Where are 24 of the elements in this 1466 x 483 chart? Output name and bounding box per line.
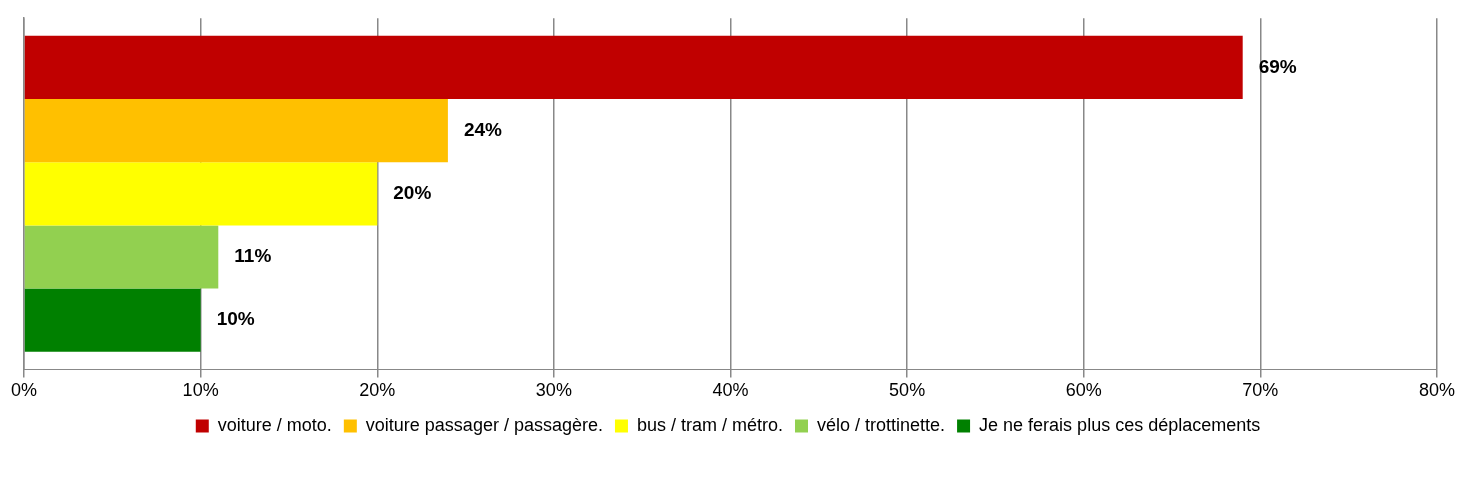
legend-label: Je ne ferais plus ces déplacements xyxy=(979,414,1261,435)
legend-label: voiture passager / passagère. xyxy=(365,414,603,435)
x-tick-label: 50% xyxy=(889,380,926,401)
bar xyxy=(24,98,448,163)
bar xyxy=(24,35,1243,99)
x-tick-label: 60% xyxy=(1065,380,1102,401)
x-tick-label: 40% xyxy=(712,380,749,401)
data-label: 24% xyxy=(463,118,503,140)
data-label: 11% xyxy=(234,245,272,267)
legend-label: voiture / moto. xyxy=(217,414,332,435)
x-tick-label: 30% xyxy=(535,380,572,401)
x-tick-label: 80% xyxy=(1418,380,1455,401)
legend-label: bus / tram / métro. xyxy=(636,414,784,435)
bar xyxy=(24,162,378,226)
data-label: 20% xyxy=(393,182,432,204)
bar xyxy=(24,225,219,289)
bar xyxy=(24,288,201,352)
x-tick-label: 20% xyxy=(359,380,396,401)
data-label: 69% xyxy=(1258,55,1297,77)
x-tick-label: 70% xyxy=(1242,380,1279,401)
legend-label: vélo / trottinette. xyxy=(817,414,946,435)
data-label: 10% xyxy=(216,308,255,330)
x-tick-label: 10% xyxy=(182,380,219,401)
x-tick-label: 0% xyxy=(11,380,38,401)
